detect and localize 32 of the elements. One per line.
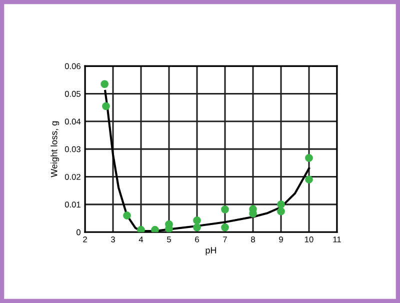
point bbox=[151, 226, 159, 232]
x-tick-label: 8 bbox=[251, 236, 255, 242]
point bbox=[305, 154, 313, 162]
y-tick-label: 0.02 bbox=[64, 174, 80, 180]
point bbox=[221, 205, 229, 214]
y-tick-label: 0.01 bbox=[64, 202, 80, 208]
point bbox=[277, 200, 285, 208]
x-axis-title: pH bbox=[206, 247, 216, 256]
point bbox=[193, 216, 201, 224]
point bbox=[137, 226, 145, 232]
point bbox=[102, 102, 110, 110]
y-tick-label: 0.04 bbox=[64, 118, 81, 125]
y-tick-label: 0.03 bbox=[64, 146, 80, 152]
x-tick-label: 11 bbox=[333, 236, 341, 242]
point bbox=[277, 207, 285, 216]
x-tick-label: 6 bbox=[195, 236, 199, 242]
x-tick-label: 4 bbox=[138, 236, 144, 242]
y-axis-title: Weight loss, g bbox=[50, 121, 60, 178]
point bbox=[100, 80, 109, 88]
y-tick-label: 0.05 bbox=[64, 90, 80, 97]
point bbox=[123, 212, 131, 220]
point bbox=[305, 176, 313, 184]
x-tick-label: 3 bbox=[111, 236, 115, 242]
x-tick-label: 9 bbox=[279, 236, 283, 242]
x-tick-label: 5 bbox=[167, 236, 171, 242]
point bbox=[221, 223, 229, 232]
x-tick-label: 7 bbox=[223, 236, 227, 242]
y-tick-label: 0 bbox=[76, 229, 81, 236]
x-tick-label: 10 bbox=[305, 236, 314, 242]
y-tick-label: 0.06 bbox=[64, 63, 80, 70]
x-tick-label: 2 bbox=[83, 236, 87, 242]
point bbox=[193, 223, 201, 232]
